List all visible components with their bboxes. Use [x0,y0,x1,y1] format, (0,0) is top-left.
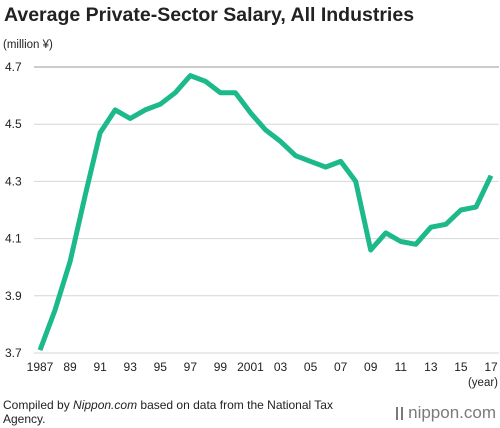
x-tick-label: 1987 [27,360,54,374]
nippon-logo: nippon.com [395,403,496,423]
chart-title: Average Private-Sector Salary, All Indus… [4,4,415,26]
x-tick-label: 93 [124,360,138,374]
source-note: Compiled by Nippon.com based on data fro… [3,398,343,426]
y-tick-label: 4.1 [5,232,22,246]
x-tick-label: 13 [424,360,438,374]
x-tick-label: 03 [274,360,288,374]
y-tick-label: 4.3 [5,174,22,188]
x-tick-label: 95 [154,360,168,374]
logo-bars-icon [395,406,405,421]
source-suffix: based on data from the National Tax Agen… [3,398,333,426]
x-tick-label: 91 [93,360,107,374]
x-axis-unit-label: (year) [467,377,498,389]
x-tick-label: 99 [214,360,228,374]
x-tick-label: 97 [184,360,198,374]
x-tick-label: 2001 [237,360,264,374]
x-tick-label: 89 [63,360,77,374]
y-tick-label: 3.9 [5,289,22,303]
x-tick-label: 05 [304,360,318,374]
x-tick-label: 17 [484,360,498,374]
y-tick-label: 4.7 [5,60,22,74]
source-name: Nippon.com [73,398,138,412]
line-chart: 3.7 3.9 4.1 4.3 4.5 4.7 1987 89 91 93 95 97 99 2001 03… [5,60,499,374]
x-tick-label: 11 [395,360,408,374]
x-tick-label: 07 [334,360,348,374]
y-tick-label: 3.7 [5,346,22,360]
y-tick-label: 4.5 [5,117,22,131]
brand-name: nippon.com [408,403,496,422]
salary-series-line [37,73,494,351]
y-axis-unit-label: (million ¥) [3,39,53,51]
x-tick-label: 15 [454,360,468,374]
x-tick-label: 09 [364,360,378,374]
source-prefix: Compiled by [3,398,74,412]
